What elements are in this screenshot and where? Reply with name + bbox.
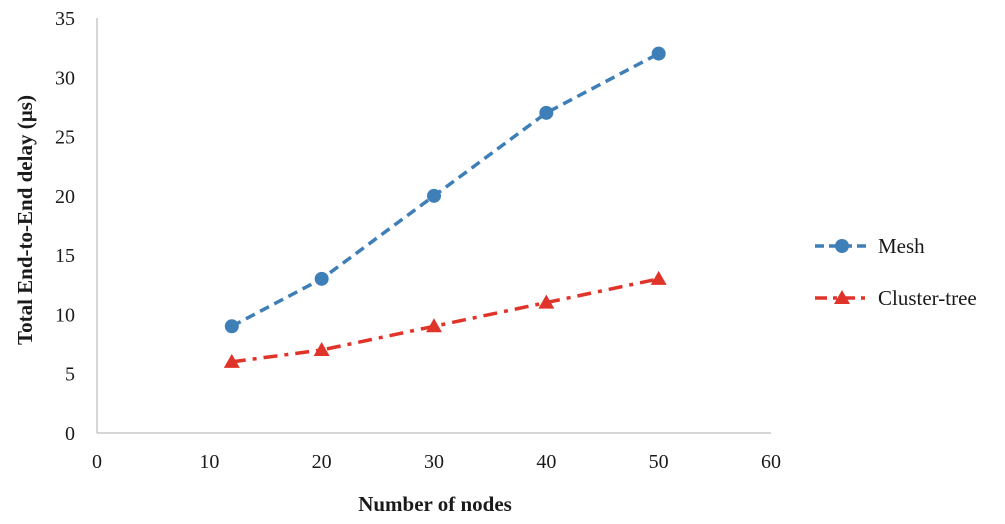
axes [96,18,771,434]
x-tick-label: 10 [199,451,219,473]
data-point-cluster-tree [650,270,667,285]
y-tick-label: 10 [55,304,75,326]
data-point-mesh [539,105,554,120]
data-point-mesh [651,46,666,61]
y-tick-label: 20 [55,186,75,208]
legend-label: Cluster-tree [878,286,977,310]
x-tick-label: 20 [312,451,332,473]
series-line-mesh [230,52,660,328]
legend-label: Mesh [878,234,925,258]
data-point-mesh [224,319,239,334]
x-tick-label: 50 [649,451,669,473]
series-cluster-tree [223,270,667,368]
y-tick-label: 30 [55,67,75,89]
data-point-cluster-tree [538,294,555,309]
legend: Mesh Cluster-tree [815,234,977,310]
y-tick-label: 0 [65,423,75,445]
legend-item-cluster-tree: Cluster-tree [815,286,977,310]
tick-labels: 0 10 20 30 40 50 60 0 5 10 15 20 25 30 35 [55,8,781,473]
y-tick-label: 5 [65,364,75,386]
series-mesh [224,46,666,334]
x-tick-label: 60 [761,451,781,473]
y-tick-label: 25 [55,127,75,149]
legend-item-mesh: Mesh [815,234,925,258]
data-point-mesh [427,188,441,203]
x-axis-title: Number of nodes [358,492,512,516]
x-tick-label: 40 [536,451,556,473]
legend-marker [834,290,850,304]
x-tick-label: 0 [92,451,102,473]
x-tick-label: 30 [424,451,444,473]
y-axis-title: Total End-to-End delay (µs) [13,95,37,345]
legend-marker [835,239,849,253]
y-tick-label: 15 [55,245,75,267]
series-lines [223,46,667,368]
y-tick-label: 35 [55,8,75,30]
data-point-cluster-tree [426,318,442,333]
data-point-cluster-tree [313,342,330,356]
data-point-mesh [314,271,329,286]
data-point-cluster-tree [223,353,240,368]
